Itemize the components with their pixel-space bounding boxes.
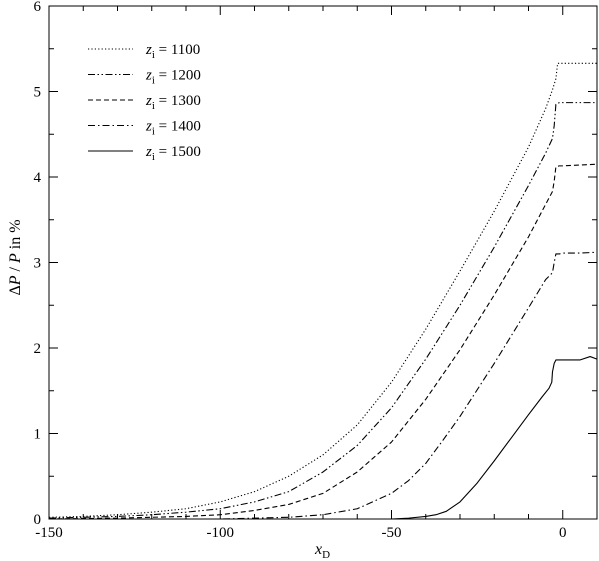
- x-axis: -150 -100 -50 0: [35, 6, 598, 541]
- legend-label-3: zi = 1300: [145, 93, 201, 112]
- y-axis: 0 1 2 3 4 5 6: [34, 0, 597, 528]
- y-tick-label: 3: [34, 256, 42, 272]
- plot-frame: [48, 5, 598, 520]
- y-tick-label: 2: [34, 341, 42, 357]
- y-tick-label: 4: [34, 170, 42, 186]
- y-tick-label: 6: [34, 0, 42, 15]
- x-tick-label: 0: [559, 525, 567, 541]
- series-line-5: [49, 356, 598, 520]
- legend-label-5: zi = 1500: [145, 144, 201, 163]
- series-line-1: [48, 62, 597, 518]
- x-tick-label: -150: [35, 525, 63, 541]
- legend: zi = 1100 zi = 1200 zi = 1300 zi = 1400 zi =…: [88, 42, 201, 163]
- y-tick-label: 1: [34, 427, 42, 443]
- legend-label-2: zi = 1200: [145, 68, 201, 87]
- x-tick-label: -100: [207, 525, 235, 541]
- x-tick-label: -50: [382, 525, 402, 541]
- series-line-2: [48, 102, 597, 519]
- x-axis-label: xD: [314, 541, 330, 561]
- y-tick-label: 5: [34, 85, 42, 101]
- series-line-3: [48, 163, 598, 520]
- legend-label-4: zi = 1400: [145, 119, 201, 138]
- legend-label-1: zi = 1100: [145, 42, 200, 61]
- series-group: [48, 62, 598, 520]
- y-tick-label: 0: [34, 512, 42, 528]
- y-axis-label: ΔP / P in %: [7, 219, 24, 295]
- series-line-4: [49, 251, 598, 520]
